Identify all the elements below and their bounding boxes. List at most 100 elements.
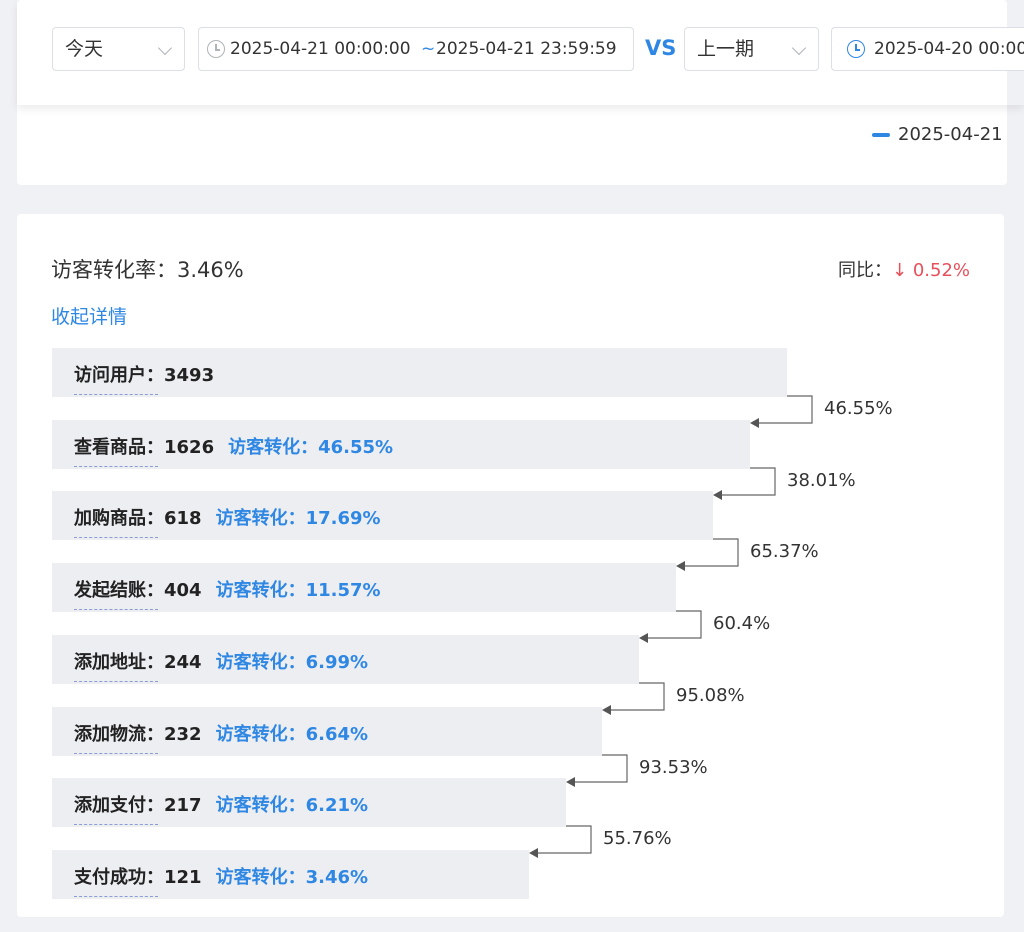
conversion-value: 6.21% xyxy=(305,795,369,816)
funnel-step-text: 发起结账：404 访客转化：11.57% xyxy=(74,576,381,602)
funnel-bar: 支付成功：121 访客转化：3.46% xyxy=(52,850,529,899)
funnel-step-count: 244 xyxy=(164,652,202,673)
step-rate-label: 65.37% xyxy=(750,541,819,563)
collapse-details-link[interactable]: 收起详情 xyxy=(51,306,128,328)
conversion-value: 6.99% xyxy=(305,652,369,673)
funnel-step-text: 支付成功：121 访客转化：3.46% xyxy=(74,863,368,889)
connector-line xyxy=(610,682,665,711)
current-date-range[interactable]: 2025-04-21 00:00:00 ~ 2025-04-21 23:59:5… xyxy=(198,27,634,71)
conversion-label: 访客转化： xyxy=(215,867,306,888)
conversion-label: 访客转化： xyxy=(215,580,306,601)
conversion-value: 6.64% xyxy=(305,724,369,745)
step-name-underline xyxy=(74,896,158,897)
funnel-step-conversion: 访客转化：6.21% xyxy=(216,795,368,816)
step-name-underline xyxy=(74,753,158,754)
funnel-step-count: 232 xyxy=(164,724,202,745)
chevron-down-icon xyxy=(157,40,173,56)
funnel-step-name[interactable]: 支付成功： xyxy=(74,867,164,888)
conversion-value: 3.46% xyxy=(305,867,369,888)
connector-line xyxy=(537,825,592,854)
funnel-step-text: 添加物流：232 访客转化：6.64% xyxy=(74,720,368,746)
conversion-value: 46.55% xyxy=(318,437,394,458)
compare-select-value: 上一期 xyxy=(697,38,755,60)
funnel-step-conversion: 访客转化：3.46% xyxy=(216,867,368,888)
funnel-step-text: 加购商品：618 访客转化：17.69% xyxy=(74,504,381,530)
step-name-underline xyxy=(74,609,158,610)
clock-icon xyxy=(207,40,225,58)
funnel-bar: 发起结账：404 访客转化：11.57% xyxy=(52,563,676,612)
funnel-connector xyxy=(566,753,628,787)
funnel-connector xyxy=(529,825,592,859)
funnel-bar: 加购商品：618 访客转化：17.69% xyxy=(52,491,713,540)
funnel-step-count: 404 xyxy=(164,580,202,601)
funnel-step-name[interactable]: 添加支付： xyxy=(74,795,164,816)
connector-line xyxy=(647,610,702,639)
conversion-label: 访客转化： xyxy=(215,795,306,816)
funnel-bar: 添加物流：232 访客转化：6.64% xyxy=(52,707,602,756)
funnel-step-name[interactable]: 添加物流： xyxy=(74,724,164,745)
chevron-down-icon xyxy=(791,40,807,56)
funnel-step-count: 1626 xyxy=(164,437,215,458)
chart-legend: 2025-04-21 xyxy=(872,124,1003,145)
funnel-step-text: 查看商品：1626 访客转化：46.55% xyxy=(74,433,393,459)
range-start: 2025-04-21 00:00:00 xyxy=(230,39,411,59)
compare-date-range[interactable]: 2025-04-20 00:00 xyxy=(831,27,1024,71)
connector-line xyxy=(758,395,813,424)
connector-line xyxy=(721,467,776,496)
funnel-step-name[interactable]: 访问用户： xyxy=(74,365,164,386)
funnel-step-conversion: 访客转化：11.57% xyxy=(216,580,381,601)
funnel-step-name[interactable]: 加购商品： xyxy=(74,508,164,529)
arrow-left-icon xyxy=(529,848,538,859)
funnel-step-name[interactable]: 发起结账： xyxy=(74,580,164,601)
arrow-down-icon: ↓ xyxy=(891,260,908,281)
funnel-step-count: 618 xyxy=(164,508,202,529)
funnel-step-name[interactable]: 添加地址： xyxy=(74,652,164,673)
arrow-left-icon xyxy=(639,633,648,644)
conversion-label: 访客转化： xyxy=(215,652,306,673)
yoy-label: 同比： xyxy=(837,260,892,281)
funnel-bar: 访问用户：3493 xyxy=(52,348,787,397)
connector-line xyxy=(684,538,739,567)
step-name-underline xyxy=(74,394,158,395)
funnel-connector xyxy=(639,610,702,644)
funnel-bar: 查看商品：1626 访客转化：46.55% xyxy=(52,420,750,469)
step-rate-label: 60.4% xyxy=(713,613,771,635)
funnel-step-text: 添加地址：244 访客转化：6.99% xyxy=(74,648,368,674)
funnel-connector xyxy=(602,682,665,715)
funnel-connector xyxy=(713,467,776,500)
funnel-bar: 添加地址：244 访客转化：6.99% xyxy=(52,635,639,684)
arrow-left-icon xyxy=(676,561,685,572)
conversion-label: 访客转化： xyxy=(228,437,319,458)
step-rate-label: 38.01% xyxy=(787,469,856,491)
step-rate-label: 46.55% xyxy=(824,398,893,419)
summary-label: 访客转化率： xyxy=(51,258,177,282)
funnel-bar: 添加支付：217 访客转化：6.21% xyxy=(52,778,566,827)
period-select[interactable]: 今天 xyxy=(52,27,185,71)
funnel-step-text: 添加支付：217 访客转化：6.21% xyxy=(74,791,368,817)
conversion-label: 访客转化： xyxy=(215,724,306,745)
funnel-step-text: 访问用户：3493 xyxy=(74,361,214,387)
funnel-step-count: 3493 xyxy=(164,365,215,386)
step-name-underline xyxy=(74,824,158,825)
funnel-step-conversion: 访客转化：17.69% xyxy=(216,508,381,529)
arrow-left-icon xyxy=(602,704,611,715)
conversion-value: 17.69% xyxy=(305,508,381,529)
arrow-left-icon xyxy=(566,776,575,787)
conversion-summary: 访客转化率：3.46% xyxy=(51,254,244,284)
compare-select[interactable]: 上一期 xyxy=(684,27,819,71)
yoy-value: 0.52% xyxy=(912,260,970,281)
funnel-connector xyxy=(676,538,739,572)
conversion-label: 访客转化： xyxy=(215,508,306,529)
funnel-step-name[interactable]: 查看商品： xyxy=(74,437,164,458)
yoy-comparison: 同比：↓ 0.52% xyxy=(838,256,970,282)
funnel-connector xyxy=(750,395,813,428)
step-rate-label: 55.76% xyxy=(603,828,672,850)
legend-swatch xyxy=(872,132,890,137)
vs-label: VS xyxy=(645,36,677,60)
range-separator: ~ xyxy=(421,39,436,59)
funnel-step-conversion: 访客转化：6.99% xyxy=(216,652,368,673)
step-name-underline xyxy=(74,681,158,682)
arrow-left-icon xyxy=(713,489,722,500)
summary-value: 3.46% xyxy=(177,258,244,282)
funnel-step-count: 217 xyxy=(164,795,202,816)
